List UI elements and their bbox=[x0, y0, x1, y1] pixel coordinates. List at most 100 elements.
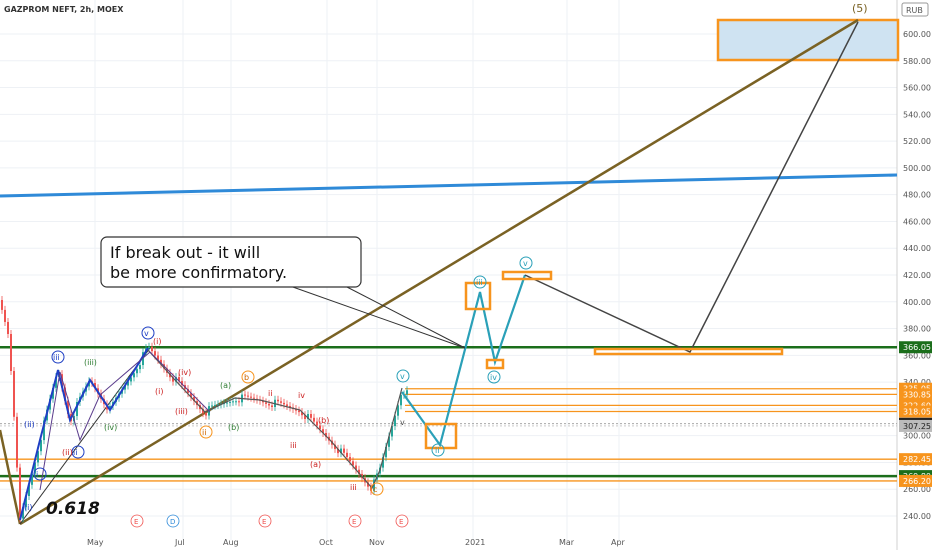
candle-body bbox=[391, 426, 393, 437]
x-tick-label: Oct bbox=[319, 538, 333, 547]
svg-text:(iii): (iii) bbox=[175, 407, 188, 416]
y-tick-label: 340.00 bbox=[903, 378, 931, 387]
candle-body bbox=[13, 371, 15, 417]
projection-box-4 bbox=[593, 347, 784, 356]
candle-body bbox=[358, 469, 360, 474]
y-tick-label: 420.00 bbox=[903, 271, 931, 280]
candle-body bbox=[217, 404, 219, 406]
candle-body bbox=[406, 390, 408, 395]
candle-body bbox=[253, 397, 255, 399]
y-tick-label: 300.00 bbox=[903, 432, 931, 441]
candle-body bbox=[64, 387, 66, 401]
candle-body bbox=[130, 377, 132, 382]
candle-body bbox=[187, 389, 189, 394]
candle-body bbox=[271, 405, 273, 407]
svg-text:iv: iv bbox=[490, 373, 497, 382]
svg-text:(iv): (iv) bbox=[178, 368, 191, 377]
candle-body bbox=[385, 446, 387, 458]
price-label-tag bbox=[899, 474, 932, 487]
candle-body bbox=[133, 373, 135, 378]
y-tick-label: 560.00 bbox=[903, 84, 931, 93]
event-marker-label: E bbox=[134, 518, 138, 526]
candle-body bbox=[25, 496, 27, 508]
candle-body bbox=[286, 404, 288, 406]
candle-body bbox=[334, 444, 336, 449]
candle-body bbox=[238, 401, 240, 403]
candle-body bbox=[397, 405, 399, 416]
svg-text:v: v bbox=[400, 372, 405, 381]
candle-body bbox=[352, 461, 354, 466]
y-tick-label: 580.00 bbox=[903, 57, 931, 66]
y-tick-label: 240.00 bbox=[903, 512, 931, 521]
candle-body bbox=[244, 394, 246, 396]
y-tick-label: 460.00 bbox=[903, 217, 931, 226]
candle-body bbox=[4, 309, 6, 322]
svg-text:(b): (b) bbox=[228, 423, 239, 432]
candle-body bbox=[31, 473, 33, 485]
svg-text:(i): (i) bbox=[153, 337, 161, 346]
candle-body bbox=[343, 448, 345, 453]
y-tick-label: 500.00 bbox=[903, 164, 931, 173]
candle-body bbox=[367, 482, 369, 487]
candle-body bbox=[55, 376, 57, 388]
svg-text:(i): (i) bbox=[24, 503, 32, 512]
candle-body bbox=[268, 403, 270, 406]
candle-body bbox=[19, 467, 21, 519]
candle-body bbox=[226, 402, 228, 404]
candle-body bbox=[313, 417, 315, 422]
candle-body bbox=[28, 484, 30, 496]
candle-body bbox=[277, 399, 279, 402]
event-marker bbox=[130, 514, 144, 528]
chart-title: GAZPROM NEFT, 2h, MOEX bbox=[4, 5, 124, 14]
svg-text:b: b bbox=[244, 373, 249, 382]
candle-body bbox=[175, 377, 177, 382]
candle-body bbox=[283, 402, 285, 405]
candle-body bbox=[307, 414, 309, 419]
currency-badge[interactable] bbox=[901, 2, 929, 17]
candle-body bbox=[172, 377, 174, 382]
projection-box-iii bbox=[464, 281, 492, 311]
price-label-text: 318.05 bbox=[903, 407, 931, 416]
price-label-text: 282.45 bbox=[903, 455, 931, 464]
candle-body bbox=[202, 409, 204, 414]
candle-body bbox=[319, 425, 321, 430]
annotation-callout: If break out - it will be more confirmat… bbox=[100, 236, 466, 349]
candle-body bbox=[139, 365, 141, 370]
y-tick-label: 600.00 bbox=[903, 30, 931, 39]
x-tick-label: Apr bbox=[611, 538, 626, 547]
candle-body bbox=[40, 440, 42, 452]
candle-body bbox=[10, 334, 12, 371]
candle-body bbox=[124, 385, 126, 390]
candle-body bbox=[127, 381, 129, 386]
projection-box-ii bbox=[424, 422, 458, 450]
candle-body bbox=[148, 346, 150, 349]
candle-body bbox=[160, 359, 162, 365]
svg-text:(iii): (iii) bbox=[84, 358, 97, 367]
time-axis: May Jul Aug Oct Nov 2021 Mar Apr bbox=[87, 538, 626, 547]
event-marker-label: E bbox=[262, 518, 266, 526]
svg-text:iii: iii bbox=[53, 353, 60, 362]
candle-body bbox=[61, 374, 63, 388]
svg-text:(a): (a) bbox=[310, 460, 321, 469]
candle-body bbox=[229, 401, 231, 403]
candle-body bbox=[349, 457, 351, 462]
candle-body bbox=[214, 404, 216, 406]
candle-body bbox=[154, 351, 156, 356]
price-axis: 240.00260.00280.00300.00320.00340.00360.… bbox=[903, 30, 931, 521]
price-labels: 366.05335.05330.85322.60318.05308.90307.… bbox=[899, 341, 932, 487]
svg-text:iii: iii bbox=[476, 278, 483, 287]
candle-body bbox=[400, 394, 402, 406]
price-label-tag bbox=[899, 419, 932, 432]
projected-path-gray bbox=[524, 21, 859, 353]
price-label-tag bbox=[899, 388, 932, 401]
candle-body bbox=[1, 300, 3, 310]
candle-body bbox=[295, 409, 297, 411]
svg-text:(ii): (ii) bbox=[24, 420, 35, 429]
candle-body bbox=[340, 448, 342, 454]
candle-body bbox=[7, 321, 9, 334]
candle-body bbox=[304, 415, 306, 419]
event-marker-label: E bbox=[399, 518, 403, 526]
svg-text:v: v bbox=[144, 329, 149, 338]
